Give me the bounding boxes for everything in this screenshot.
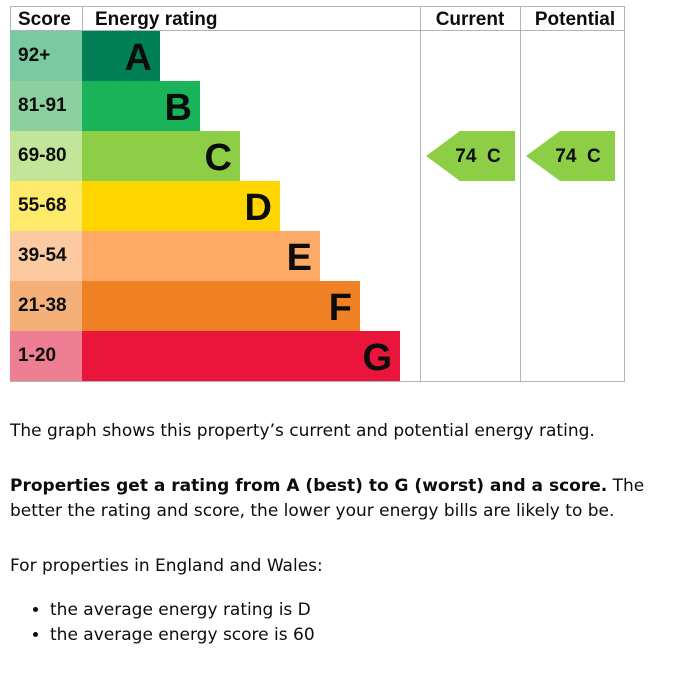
energy-rating-chart: Score Energy rating Current Potential 92… [10, 6, 625, 382]
rating-letter-b: B [165, 87, 192, 129]
chart-grid [10, 6, 625, 382]
rating-letter-f: F [329, 287, 352, 329]
current-marker [426, 131, 515, 181]
score-range-f: 21-38 [18, 295, 67, 316]
score-cell-c [10, 131, 82, 181]
rating-letter-e: E [287, 237, 312, 279]
rating-explanation-bold: Properties get a rating from A (best) to… [10, 476, 608, 496]
header-energy-rating: Energy rating [95, 9, 217, 30]
rating-bands: 92+ A 81-91 B 69-80 C 55-68 D 39-54 E 21-38 F 1-20 G [10, 31, 400, 381]
list-item: the average energy score is 60 [50, 623, 650, 648]
score-range-c: 69-80 [18, 145, 67, 166]
score-cell-b [10, 81, 82, 131]
rating-letter-d: D [245, 187, 272, 229]
average-facts-list: the average energy rating is D the avera… [10, 598, 650, 648]
rating-explanation-rest: The better the rating and score, the low… [10, 476, 645, 521]
header-current: Current [436, 9, 505, 30]
list-item: the average energy rating is D [50, 598, 650, 623]
rating-markers: 74 C 74 C [426, 131, 615, 181]
score-cell-e [10, 231, 82, 281]
score-range-b: 81-91 [18, 95, 67, 116]
potential-marker [526, 131, 615, 181]
score-range-a: 92+ [18, 45, 50, 66]
intro-text: The graph shows this property’s current … [10, 421, 595, 441]
rating-explanation: Properties get a rating from A (best) to… [10, 474, 650, 524]
rating-bar-d [82, 181, 280, 231]
score-cell-g [10, 331, 82, 381]
score-cell-f [10, 281, 82, 331]
score-range-e: 39-54 [18, 245, 67, 266]
rating-bar-g [82, 331, 400, 381]
header-potential: Potential [535, 9, 615, 30]
score-cell-d [10, 181, 82, 231]
header-score: Score [18, 9, 71, 30]
rating-bar-b [82, 81, 200, 131]
region-text: For properties in England and Wales: [10, 556, 323, 576]
score-range-d: 55-68 [18, 195, 67, 216]
score-range-g: 1-20 [18, 345, 56, 366]
rating-letter-c: C [205, 137, 232, 179]
rating-bar-f [82, 281, 360, 331]
score-cell-a [10, 31, 82, 81]
rating-letter-a: A [125, 37, 152, 79]
rating-bar-c [82, 131, 240, 181]
rating-letter-g: G [362, 337, 392, 379]
rating-bar-a [82, 31, 160, 81]
rating-bar-e [82, 231, 320, 281]
potential-marker-label: 74 C [555, 146, 601, 167]
current-marker-label: 74 C [455, 146, 501, 167]
